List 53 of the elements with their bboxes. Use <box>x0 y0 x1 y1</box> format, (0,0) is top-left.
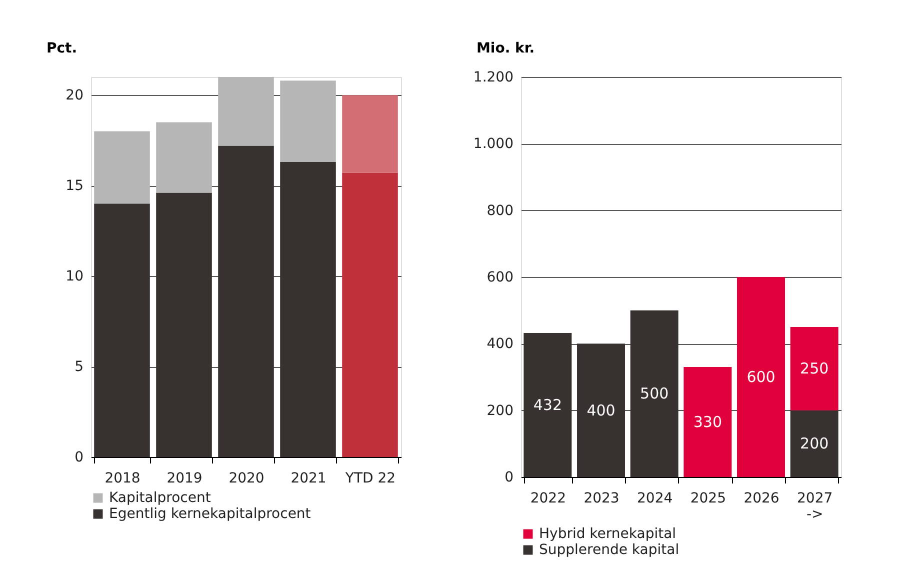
y-tick-label: 0 <box>74 450 84 466</box>
x-tick-label: 2020 <box>228 470 264 486</box>
data-label: 432 <box>533 396 562 414</box>
legend-label: Supplerende kapital <box>539 542 680 558</box>
bar <box>790 410 838 477</box>
bar <box>280 162 336 457</box>
x-tick-label: YTD 22 <box>344 470 396 486</box>
y-tick-label: 15 <box>66 178 84 194</box>
y-tick-label: 10 <box>66 268 84 285</box>
bar <box>790 327 838 410</box>
y-axis-title: Pct. <box>46 40 78 56</box>
y-tick-label: 1.200 <box>473 70 514 86</box>
y-tick-label: 200 <box>486 402 514 419</box>
bar <box>280 80 336 162</box>
x-tick-label: 2023 <box>584 490 620 506</box>
bar <box>630 310 678 477</box>
data-label: 500 <box>640 384 669 403</box>
legend-label: Kapitalprocent <box>109 490 212 506</box>
x-tick-label: 2021 <box>290 470 326 486</box>
bar <box>94 204 150 457</box>
bar <box>156 192 212 457</box>
x-tick-label: 2022 <box>530 490 566 506</box>
y-tick-label: 400 <box>486 336 514 352</box>
x-tick-label: 2024 <box>637 490 673 506</box>
x-tick-label: 2026 <box>744 490 780 506</box>
bar <box>524 333 572 477</box>
data-label: 200 <box>800 434 829 453</box>
bar <box>218 146 274 457</box>
bar <box>94 131 150 204</box>
data-label: 250 <box>800 360 829 378</box>
x-tick-label: 2025 <box>690 490 726 506</box>
y-tick-label: 20 <box>66 88 84 104</box>
y-axis-title: Mio. kr. <box>476 40 535 56</box>
data-label: 600 <box>746 368 776 386</box>
y-tick-label: 1.000 <box>473 136 514 152</box>
y-tick-label: 800 <box>486 202 514 219</box>
y-tick-label: 600 <box>486 270 514 286</box>
bar <box>156 122 212 193</box>
data-label: 400 <box>586 401 616 420</box>
y-tick-label: 5 <box>74 359 84 376</box>
y-tick-label: 0 <box>504 470 514 486</box>
data-label: 330 <box>693 413 722 431</box>
legend-label: Egentlig kernekapitalprocent <box>109 506 312 522</box>
x-tick-label: 2018 <box>104 470 140 486</box>
bar <box>342 172 398 457</box>
x-tick-label: 2027 -> <box>797 490 833 522</box>
bar <box>342 95 398 173</box>
bar <box>577 344 625 477</box>
bar <box>218 77 274 146</box>
x-tick-label: 2019 <box>166 470 202 486</box>
bar <box>737 277 785 477</box>
legend-label: Hybrid kernekapital <box>539 526 676 542</box>
bar <box>684 367 732 477</box>
